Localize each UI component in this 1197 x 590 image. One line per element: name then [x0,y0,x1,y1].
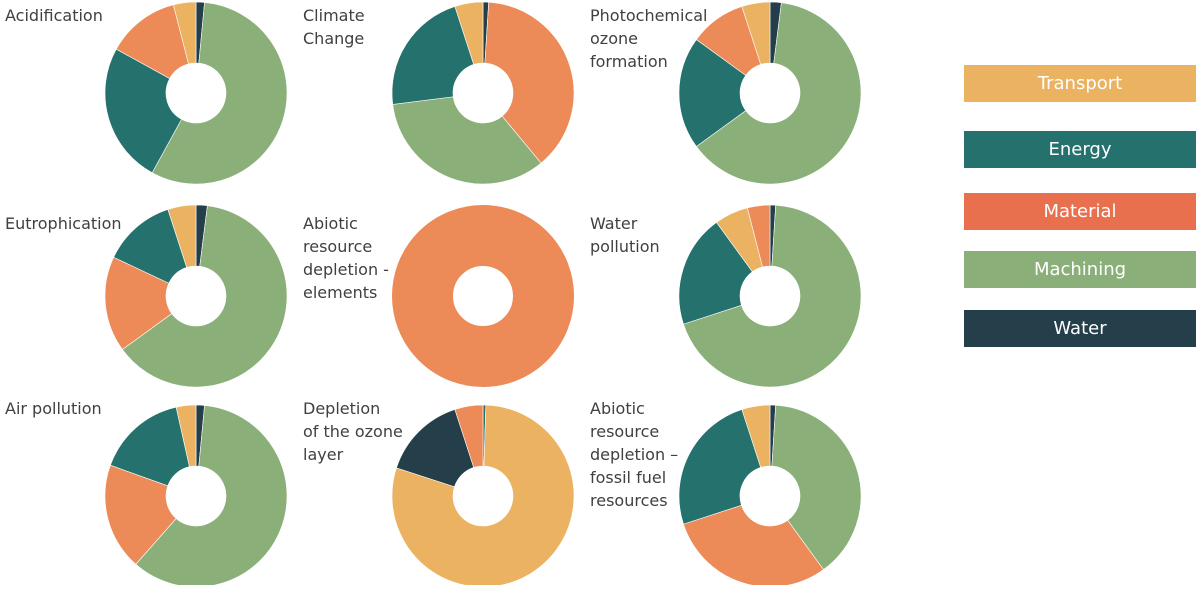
donut-eutrophication [104,204,288,388]
chart-title-abiotic-resource-depletion-elements: Abiotic resource depletion - elements [303,214,389,302]
slice-material [104,256,173,350]
chart-title-abiotic-resource-depletion-fossil-fuel-resources: Abiotic resource depletion – fossil fuel… [590,399,679,510]
legend-item-water: Water [964,310,1196,347]
slice-energy [104,48,182,174]
legend-item-material: Material [964,193,1196,230]
slice-transport [741,1,771,65]
slice-transport [167,204,197,268]
slice-transport [175,404,197,468]
legend-item-machining: Machining [964,251,1196,288]
donut-abiotic-resource-depletion-elements [392,205,574,387]
donut-photochemical-ozone-formation [678,1,862,185]
slice-machining [392,96,542,185]
slice-transport [454,1,484,65]
slice-machining [683,204,862,388]
donut-air-pollution [104,404,288,588]
slice-machining [695,2,862,185]
donut-depletion-of-the-ozone-layer [391,404,575,588]
slice-material [392,205,574,387]
chart-title-climate-change: Climate Change [303,6,365,48]
slice-energy [678,409,762,525]
donut-abiotic-resource-depletion-fossil-fuel-resources [678,404,862,588]
slice-material [747,204,771,268]
chart-title-acidification: Acidification [5,6,103,25]
donut-climate-change [391,1,575,185]
donut-charts-svg [104,1,862,588]
slice-material [484,1,575,164]
legend-item-transport: Transport [964,65,1196,102]
slice-machining [151,2,288,185]
donut-acidification [104,1,288,185]
chart-title-eutrophication: Eutrophication [5,214,122,233]
legend-item-energy: Energy [964,131,1196,168]
slice-energy [109,406,190,487]
slice-machining [771,404,862,571]
slice-energy [678,39,747,147]
donut-water-pollution [678,204,862,388]
chart-title-depletion-of-the-ozone-layer: Depletion of the ozone layer [303,399,403,464]
slice-material [454,404,484,468]
slice-transport [173,1,197,65]
donut-chart-grid: Acidification Climate Change Photochemical… [5,1,862,588]
slice-energy [391,6,475,105]
chart-title-photochemical-ozone-formation: Photochemical ozone formation [590,6,708,71]
slice-transport [741,404,771,468]
chart-title-air-pollution: Air pollution [5,399,102,418]
slice-transport [391,404,575,588]
slice-machining [121,205,288,388]
slice-energy [678,221,753,325]
chart-title-water-pollution: Water pollution [590,214,660,256]
slice-material [104,464,177,565]
